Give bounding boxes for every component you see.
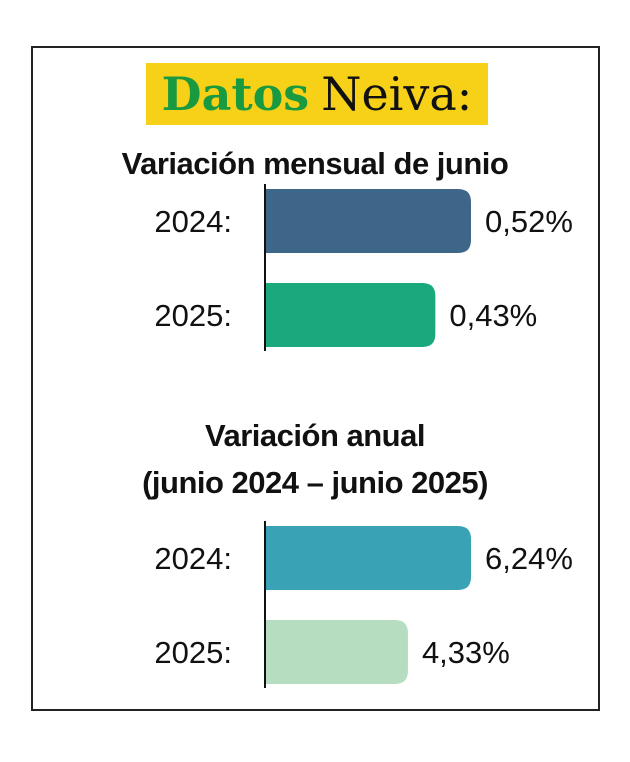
chart-2-value-label: 6,24% <box>485 541 573 576</box>
chart-2-bar-1 <box>265 526 471 590</box>
chart-1-category-label: 2025: <box>154 298 232 333</box>
title-banner: Datos Neiva: <box>146 63 488 125</box>
chart-1-value-label: 0,43% <box>449 298 537 333</box>
chart-2-category-label: 2024: <box>154 541 232 576</box>
chart-2-title: Variación anual <box>205 418 425 453</box>
chart-1-value-label: 0,52% <box>485 204 573 239</box>
title-light: Neiva: <box>321 67 473 121</box>
chart-2-value-label: 4,33% <box>422 635 510 670</box>
title-strong: Datos <box>161 67 310 121</box>
chart-1-category-label: 2024: <box>154 204 232 239</box>
chart-1-bar-2 <box>265 283 436 347</box>
chart-1-title: Variación mensual de junio <box>121 146 509 181</box>
chart-2-category-label: 2025: <box>154 635 232 670</box>
chart-2-bar-2 <box>265 620 408 684</box>
chart-2-subtitle: (junio 2024 – junio 2025) <box>142 465 488 500</box>
infographic-frame <box>31 46 600 711</box>
chart-1-bar-1 <box>265 189 471 253</box>
